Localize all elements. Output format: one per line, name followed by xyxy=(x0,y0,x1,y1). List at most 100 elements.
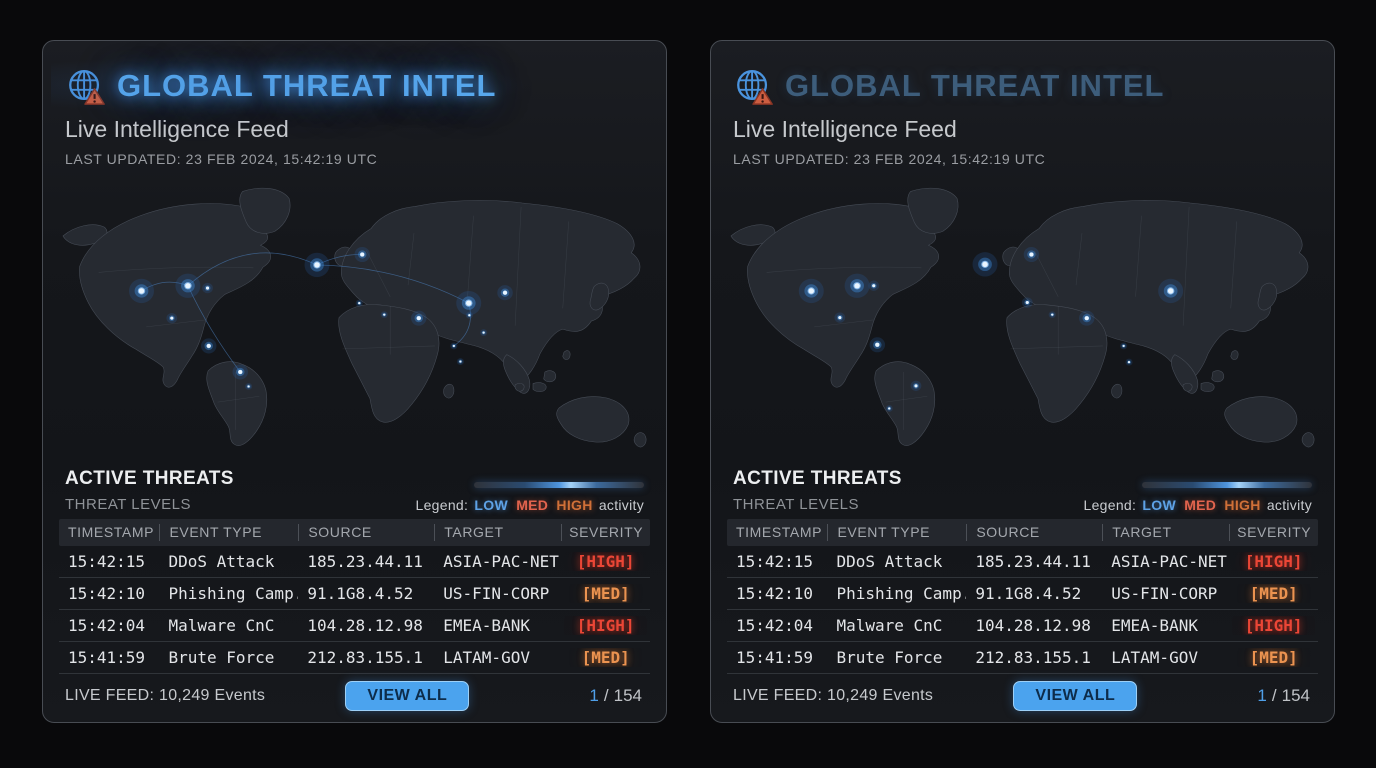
table-header-row: TIMESTAMP EVENT TYPE SOURCE TARGET SEVERITY xyxy=(727,518,1318,546)
threat-intel-panel-left: GLOBAL THREAT INTEL Live Intelligence Fe… xyxy=(42,40,667,723)
severity-badge: [HIGH] xyxy=(576,551,635,571)
page-title: GLOBAL THREAT INTEL xyxy=(785,68,1165,103)
threat-activity-dot xyxy=(238,370,243,374)
column-header[interactable]: SOURCE xyxy=(298,523,434,541)
threat-activity-dot xyxy=(854,283,860,289)
attack-arc xyxy=(187,285,241,373)
table-header-row: TIMESTAMP EVENT TYPE SOURCE TARGET SEVERITY xyxy=(59,518,650,546)
legend-label: Legend: xyxy=(415,496,469,513)
panel-header: GLOBAL THREAT INTEL Live Intelligence Fe… xyxy=(727,63,1318,167)
target-cell: LATAM-GOV xyxy=(1111,647,1198,667)
event-type-cell: DDoS Attack xyxy=(168,551,275,571)
threat-activity-dot xyxy=(1122,344,1125,348)
page-title: GLOBAL THREAT INTEL xyxy=(117,68,497,103)
activity-gradient-bar xyxy=(474,481,644,488)
source-ip-cell: 91.1G8.4.52 xyxy=(975,583,1082,603)
event-type-cell: Brute Force xyxy=(168,647,275,667)
column-header[interactable]: EVENT TYPE xyxy=(827,523,966,541)
column-header[interactable]: SOURCE xyxy=(966,523,1102,541)
source-ip-cell: 104.28.12.98 xyxy=(307,615,423,635)
threat-intel-panel-right: GLOBAL THREAT INTEL Live Intelligence Fe… xyxy=(710,40,1335,723)
target-cell: LATAM-GOV xyxy=(443,647,530,667)
page-subtitle: Live Intelligence Feed xyxy=(65,116,289,142)
legend-label: Legend: xyxy=(1083,496,1137,513)
target-cell: US-FIN-CORP xyxy=(1111,583,1218,603)
view-all-button[interactable]: VIEW ALL xyxy=(345,680,470,711)
severity-badge: [HIGH] xyxy=(576,615,635,635)
table-row[interactable]: 15:42:04 Malware CnC 104.28.12.98 EMEA-BANK… xyxy=(59,610,650,642)
threat-world-map[interactable] xyxy=(57,181,652,453)
event-type-cell: Malware CnC xyxy=(168,615,275,635)
legend-suffix: activity xyxy=(598,496,644,513)
source-ip-cell: 212.83.155.1 xyxy=(307,647,423,667)
threat-activity-dot xyxy=(1127,361,1131,364)
activity-legend: Legend: LOW MED HIGH activity xyxy=(415,481,644,513)
view-all-button[interactable]: VIEW ALL xyxy=(1013,680,1138,711)
panel-footer: LIVE FEED: 10,249 Events VIEW ALL 1/154 xyxy=(59,674,650,722)
threat-activity-dot xyxy=(452,344,455,348)
column-header[interactable]: EVENT TYPE xyxy=(159,523,298,541)
attack-arc xyxy=(187,252,318,287)
threat-levels-subtitle: THREAT LEVELS xyxy=(65,495,191,513)
timestamp-cell: 15:42:15 xyxy=(68,551,146,571)
threat-activity-dot xyxy=(1029,252,1034,257)
legend-med: MED xyxy=(516,496,549,513)
column-header[interactable]: SEVERITY xyxy=(1229,523,1318,541)
pagination[interactable]: 1/154 xyxy=(1257,685,1310,705)
live-feed-counter: LIVE FEED: 10,249 Events xyxy=(733,686,934,704)
threat-activity-dot xyxy=(482,331,485,334)
threat-activity-dot xyxy=(138,288,145,294)
threat-activity-dot xyxy=(982,261,988,267)
table-body: 15:42:15 DDoS Attack 185.23.44.11 ASIA-PAC-… xyxy=(727,546,1318,674)
threat-activity-dot xyxy=(838,316,842,320)
threat-activity-dot xyxy=(1025,301,1029,305)
threat-activity-dot xyxy=(416,316,421,321)
threat-dots-layer xyxy=(128,246,513,390)
threat-levels-subtitle: THREAT LEVELS xyxy=(733,495,859,513)
severity-badge: [MED] xyxy=(1249,647,1298,667)
threat-activity-dot xyxy=(185,283,191,289)
threat-activity-dot xyxy=(875,342,880,347)
table-row[interactable]: 15:42:10 Phishing Camp. 91.1G8.4.52 US-FIN-… xyxy=(727,578,1318,610)
threat-world-map[interactable] xyxy=(725,181,1320,453)
live-feed-counter: LIVE FEED: 10,249 Events xyxy=(65,686,266,704)
table-row[interactable]: 15:42:10 Phishing Camp. 91.1G8.4.52 US-FIN-… xyxy=(59,578,650,610)
column-header[interactable]: TARGET xyxy=(1102,523,1229,541)
target-cell: US-FIN-CORP xyxy=(443,583,550,603)
threat-activity-dot xyxy=(205,286,210,290)
attack-arc xyxy=(141,281,189,292)
table-body: 15:42:15 DDoS Attack 185.23.44.11 ASIA-PAC-… xyxy=(59,546,650,674)
column-header[interactable]: SEVERITY xyxy=(561,523,650,541)
table-row[interactable]: 15:41:59 Brute Force 212.83.155.1 LATAM-GOV… xyxy=(727,642,1318,674)
severity-badge: [MED] xyxy=(581,583,630,603)
target-cell: ASIA-PAC-NET xyxy=(1111,551,1227,571)
table-row[interactable]: 15:42:15 DDoS Attack 185.23.44.11 ASIA-PAC-… xyxy=(59,546,650,578)
target-cell: ASIA-PAC-NET xyxy=(443,551,559,571)
last-updated-timestamp: LAST UPDATED: 23 FEB 2024, 15:42:19 UTC xyxy=(733,151,1046,167)
table-row[interactable]: 15:41:59 Brute Force 212.83.155.1 LATAM-GOV… xyxy=(59,642,650,674)
threat-activity-dot xyxy=(466,300,472,306)
attack-arc xyxy=(317,264,469,304)
target-cell: EMEA-BANK xyxy=(443,615,530,635)
event-type-cell: Brute Force xyxy=(836,647,943,667)
column-header[interactable]: TIMESTAMP xyxy=(736,523,823,540)
timestamp-cell: 15:42:15 xyxy=(736,551,814,571)
table-row[interactable]: 15:42:15 DDoS Attack 185.23.44.11 ASIA-PAC-… xyxy=(727,546,1318,578)
panel-header: GLOBAL THREAT INTEL Live Intelligence Fe… xyxy=(51,55,650,167)
active-threats-title: ACTIVE THREATS xyxy=(65,467,234,489)
threat-activity-dot xyxy=(206,343,211,348)
threat-activity-dot xyxy=(247,385,250,388)
source-ip-cell: 104.28.12.98 xyxy=(975,615,1091,635)
column-header[interactable]: TARGET xyxy=(434,523,561,541)
source-ip-cell: 212.83.155.1 xyxy=(975,647,1091,667)
event-type-cell: Malware CnC xyxy=(836,615,943,635)
event-type-cell: Phishing Camp. xyxy=(836,583,967,603)
threat-dots-layer xyxy=(798,246,1184,412)
legend-high: HIGH xyxy=(556,496,593,513)
threat-activity-dot xyxy=(383,313,386,316)
pagination[interactable]: 1/154 xyxy=(589,685,642,705)
table-row[interactable]: 15:42:04 Malware CnC 104.28.12.98 EMEA-BANK… xyxy=(727,610,1318,642)
source-ip-cell: 185.23.44.11 xyxy=(307,551,423,571)
severity-badge: [HIGH] xyxy=(1244,615,1303,635)
column-header[interactable]: TIMESTAMP xyxy=(68,523,155,540)
